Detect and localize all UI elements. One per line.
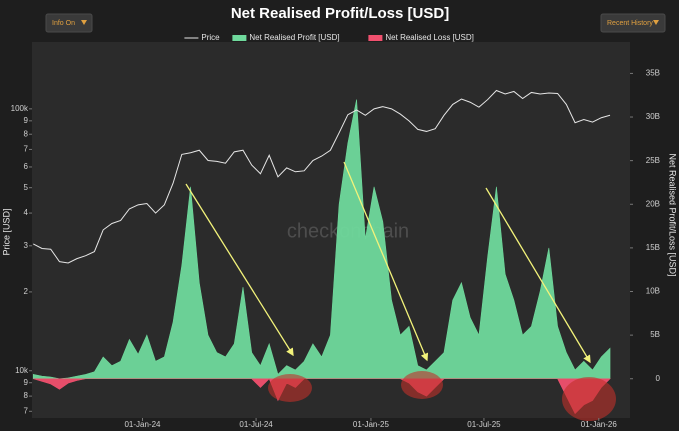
dropdown-icon[interactable] xyxy=(653,20,659,25)
y-tick-label: 5 xyxy=(24,183,29,192)
y2-tick-label: 25B xyxy=(646,156,660,165)
y-tick-label: 8 xyxy=(24,129,29,138)
y2-tick-label: 10B xyxy=(646,287,660,296)
legend-label: Price xyxy=(201,33,220,42)
y-tick-label: 3 xyxy=(24,241,29,250)
x-tick-label: 01-Jul-25 xyxy=(467,420,501,429)
y-tick-label: 2 xyxy=(24,287,29,296)
button-label[interactable]: Recent History xyxy=(607,20,653,27)
highlight-ellipse xyxy=(401,371,443,399)
y-tick-label: 9 xyxy=(24,116,29,125)
y-tick-label: 10k xyxy=(15,366,29,375)
button-box[interactable] xyxy=(45,13,93,33)
annotations xyxy=(185,161,616,421)
button-label[interactable]: Info On xyxy=(52,20,75,27)
legend-label: Net Realised Profit [USD] xyxy=(249,33,339,42)
area xyxy=(33,378,611,415)
legend: Price Net Realised Profit [USD] Net Realis… xyxy=(184,33,474,42)
legend-label: Net Realised Loss [USD] xyxy=(385,33,473,42)
info-button[interactable]: Info On xyxy=(45,13,93,33)
lines xyxy=(33,89,611,264)
y-axis-title: Price [USD] xyxy=(1,208,11,255)
chart-title: Net Realised Profit/Loss [USD] xyxy=(231,5,449,22)
y2-axis-title: Net Realised Profit/Loss [USD] xyxy=(668,153,678,276)
area xyxy=(32,99,611,380)
highlight-ellipse xyxy=(268,374,312,402)
history-button[interactable]: Recent History xyxy=(600,13,666,33)
y-tick-label: 7 xyxy=(24,145,29,154)
y2-tick-label: 30B xyxy=(646,112,660,121)
highlight-ellipse xyxy=(562,377,616,421)
x-tick-label: 01-Jan-24 xyxy=(124,420,161,429)
y-tick-label: 4 xyxy=(24,208,29,217)
y-tick-label: 100k xyxy=(11,104,29,113)
legend-swatch xyxy=(232,35,247,41)
trend-arrow xyxy=(485,187,591,364)
y2-tick-label: 15B xyxy=(646,243,660,252)
trend-arrow xyxy=(185,183,294,357)
button-box[interactable] xyxy=(600,13,666,33)
y-tick-label: 6 xyxy=(24,162,29,171)
x-tick-label: 01-Jan-26 xyxy=(581,420,618,429)
y2-tick-label: 35B xyxy=(646,69,660,78)
axes: 7 8 9 10k 2 3 4 5 6 7 8 9 100k 0 5B 10B 15B 20B 25B 30B 35B 0… xyxy=(11,69,661,430)
y-tick-label: 9 xyxy=(24,378,29,387)
price-line xyxy=(33,89,611,264)
y2-tick-label: 20B xyxy=(646,199,660,208)
y2-tick-label: 0 xyxy=(656,374,661,383)
y-tick-label: 8 xyxy=(24,391,29,400)
x-tick-label: 01-Jan-25 xyxy=(353,420,390,429)
areas xyxy=(32,99,611,415)
y2-tick-label: 5B xyxy=(650,330,660,339)
dropdown-icon[interactable] xyxy=(81,20,87,25)
trend-arrow xyxy=(343,161,429,362)
x-tick-label: 01-Jul-24 xyxy=(239,420,273,429)
y-tick-label: 7 xyxy=(24,406,29,415)
legend-swatch xyxy=(368,35,383,41)
